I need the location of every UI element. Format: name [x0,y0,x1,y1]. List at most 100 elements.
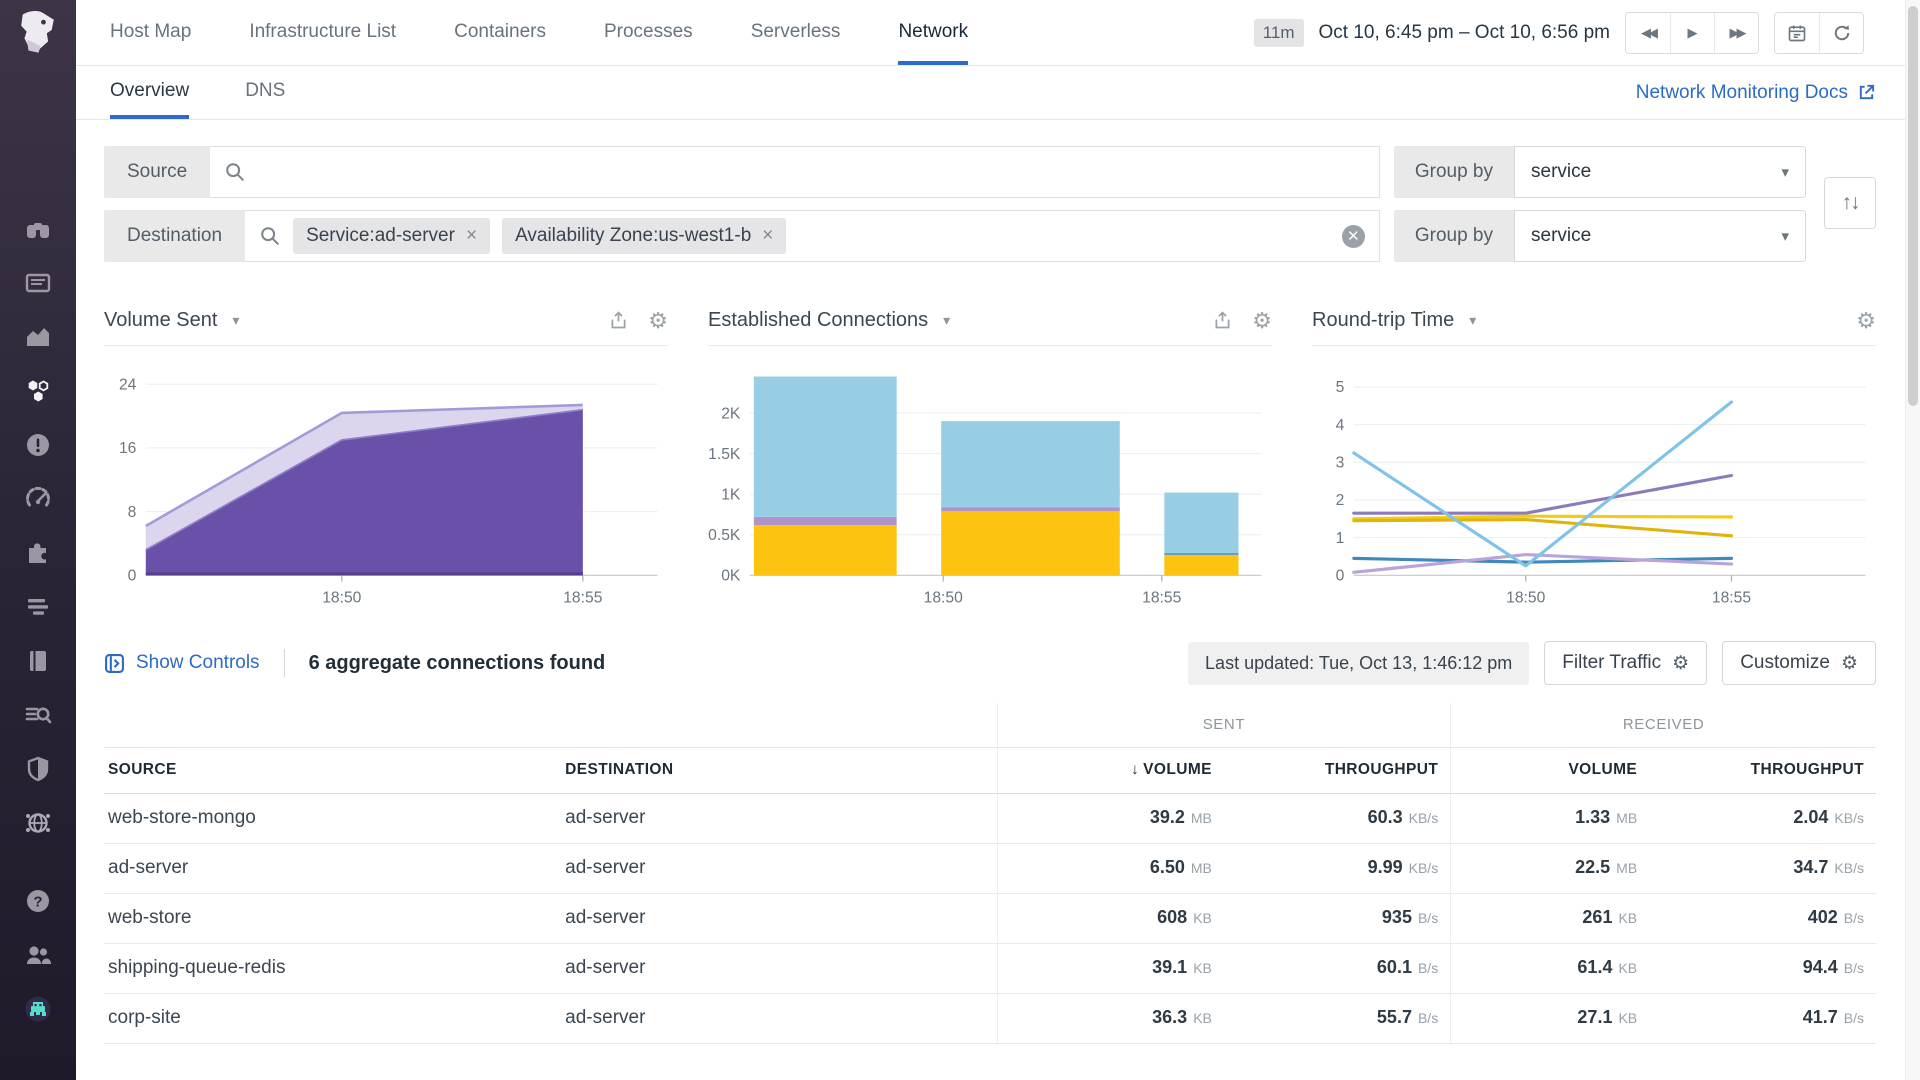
traces-icon[interactable] [24,593,52,621]
chevron-down-icon[interactable]: ▾ [232,312,240,328]
help-icon[interactable]: ? [24,887,52,915]
show-controls-label: Show Controls [136,652,260,674]
tab-infrastructure-list[interactable]: Infrastructure List [249,21,397,42]
source-cell: web-store [104,893,562,944]
sent-group-header: SENT [996,703,1451,748]
scrollbar-thumb[interactable] [1908,6,1918,406]
column-header-sent-volume[interactable]: ↓ VOLUME [996,747,1224,794]
chevron-down-icon[interactable]: ▾ [943,312,951,328]
filter-traffic-button[interactable]: Filter Traffic ⚙ [1544,641,1708,686]
infrastructure-icon[interactable] [24,377,52,405]
destination-cell: ad-server [561,893,998,944]
dashboards-icon[interactable] [24,269,52,297]
source-search-input[interactable] [210,146,1380,198]
export-icon[interactable] [608,310,629,331]
column-header-received-throughput[interactable]: THROUGHPUT [1649,747,1876,794]
chart-title-dropdown[interactable]: Established Connections [708,309,929,331]
svg-text:5: 5 [1336,379,1345,396]
tab-containers[interactable]: Containers [454,21,546,42]
volume-sent-chart-card: Volume Sent ▾ ⚙ 0 8 16 24 18:50 18:55 [104,296,668,615]
table-row[interactable]: ad-server ad-server 6.50 MB 9.99 KB/s 22.5 MB 34… [104,843,1876,894]
refresh-icon[interactable] [1819,12,1863,53]
source-cell: corp-site [104,993,562,1044]
bits-ai-icon[interactable] [24,995,52,1023]
received-volume-cell: 61.4 KB [1450,943,1650,994]
volume-sent-chart[interactable]: 0 8 16 24 18:50 18:55 [104,346,668,615]
apm-gauge-icon[interactable] [24,485,52,513]
time-controls: 11m Oct 10, 6:45 pm – Oct 10, 6:56 pm ◀◀… [1253,0,1920,65]
sent-volume-cell: 39.2 MB [996,793,1224,844]
tab-processes[interactable]: Processes [603,21,693,42]
destination-search-input[interactable]: Service:ad-server × Availability Zone:us-… [245,210,1380,262]
destination-group-by-select[interactable]: service ▾ [1514,210,1806,262]
column-header-destination[interactable]: DESTINATION [561,747,998,794]
calendar-icon[interactable] [1775,13,1819,53]
search-icon [261,227,279,245]
filter-tag-service[interactable]: Service:ad-server × [293,218,491,254]
table-row[interactable]: shipping-queue-redis ad-server 39.1 KB 60.1 B… [104,943,1876,994]
gear-icon[interactable]: ⚙ [1856,307,1876,333]
network-globe-icon[interactable] [24,809,52,837]
gear-icon[interactable]: ⚙ [1252,307,1272,333]
fast-forward-button[interactable]: ▶▶ [1714,12,1758,53]
table-row[interactable]: corp-site ad-server 36.3 KB 55.7 B/s 27.1 KB 41.… [104,993,1876,1044]
round-trip-time-chart[interactable]: 0 1 2 3 4 5 18:50 18:55 [1312,346,1876,615]
table-row[interactable]: web-store ad-server 608 KB 935 B/s 261 KB 402 B/s [104,893,1876,944]
logs-search-icon[interactable] [24,701,52,729]
column-header-sent-throughput[interactable]: THROUGHPUT [1223,747,1451,794]
filter-tag-availability-zone[interactable]: Availability Zone:us-west1-b × [502,218,787,254]
connections-table: SENT RECEIVED SOURCE DESTINATION ↓ VOLUME… [104,703,1876,1044]
export-icon[interactable] [1212,310,1233,331]
svg-text:3: 3 [1336,455,1345,472]
received-throughput-cell: 34.7 KB/s [1649,843,1876,894]
vertical-scrollbar[interactable] [1905,0,1920,1080]
received-volume-cell: 1.33 MB [1450,793,1650,844]
security-shield-icon[interactable] [24,755,52,783]
tab-serverless[interactable]: Serverless [750,21,841,42]
users-icon[interactable] [24,941,52,969]
tab-dns[interactable]: DNS [245,79,286,101]
customize-label: Customize [1740,652,1830,674]
svg-text:18:55: 18:55 [1712,589,1751,606]
network-monitoring-docs-link[interactable]: Network Monitoring Docs [1636,66,1876,119]
show-controls-button[interactable]: Show Controls [104,652,260,674]
column-header-received-volume[interactable]: VOLUME [1450,747,1650,794]
svg-text:0: 0 [1336,568,1345,585]
remove-tag-icon[interactable]: × [762,225,774,246]
svg-text:16: 16 [119,440,137,457]
established-connections-chart[interactable]: 0K 0.5K 1K 1.5K 2K 18:50 18:55 [708,346,1272,615]
column-header-source[interactable]: SOURCE [104,747,562,794]
time-range-label[interactable]: Oct 10, 6:45 pm – Oct 10, 6:56 pm [1318,21,1611,43]
tab-overview[interactable]: Overview [110,66,190,119]
svg-text:0K: 0K [721,568,741,585]
svg-text:18:55: 18:55 [1142,589,1181,606]
integrations-puzzle-icon[interactable] [24,539,52,567]
remove-tag-icon[interactable]: × [465,225,478,246]
watchdog-icon[interactable] [24,215,52,243]
datadog-logo-icon[interactable] [14,8,62,60]
svg-text:4: 4 [1336,417,1345,434]
sent-throughput-cell: 9.99 KB/s [1223,843,1451,894]
divider [283,649,285,678]
table-row[interactable]: web-store-mongo ad-server 39.2 MB 60.3 KB/s 1.… [104,793,1876,844]
notebooks-icon[interactable] [24,647,52,675]
received-throughput-cell: 2.04 KB/s [1649,793,1876,844]
rewind-button[interactable]: ◀◀ [1641,24,1658,40]
chart-title-dropdown[interactable]: Volume Sent [104,309,218,331]
time-duration-badge[interactable]: 11m [1253,18,1304,47]
svg-text:2K: 2K [721,405,741,422]
chevron-down-icon[interactable]: ▾ [1469,312,1477,328]
sent-volume-cell: 6.50 MB [996,843,1224,894]
clear-all-filters-icon[interactable]: ✕ [1341,224,1365,248]
swap-source-destination-button[interactable]: ↑↓ [1824,177,1876,229]
tab-host-map[interactable]: Host Map [110,21,192,42]
play-button[interactable]: ▶ [1670,12,1714,53]
source-group-by-select[interactable]: service ▾ [1514,146,1806,198]
monitors-icon[interactable] [24,431,52,459]
tab-network[interactable]: Network [898,0,969,65]
gear-icon[interactable]: ⚙ [648,307,668,333]
metrics-icon[interactable] [24,323,52,351]
customize-button[interactable]: Customize ⚙ [1722,641,1876,686]
gear-icon: ⚙ [1840,652,1858,674]
chart-title-dropdown[interactable]: Round-trip Time [1312,309,1455,331]
